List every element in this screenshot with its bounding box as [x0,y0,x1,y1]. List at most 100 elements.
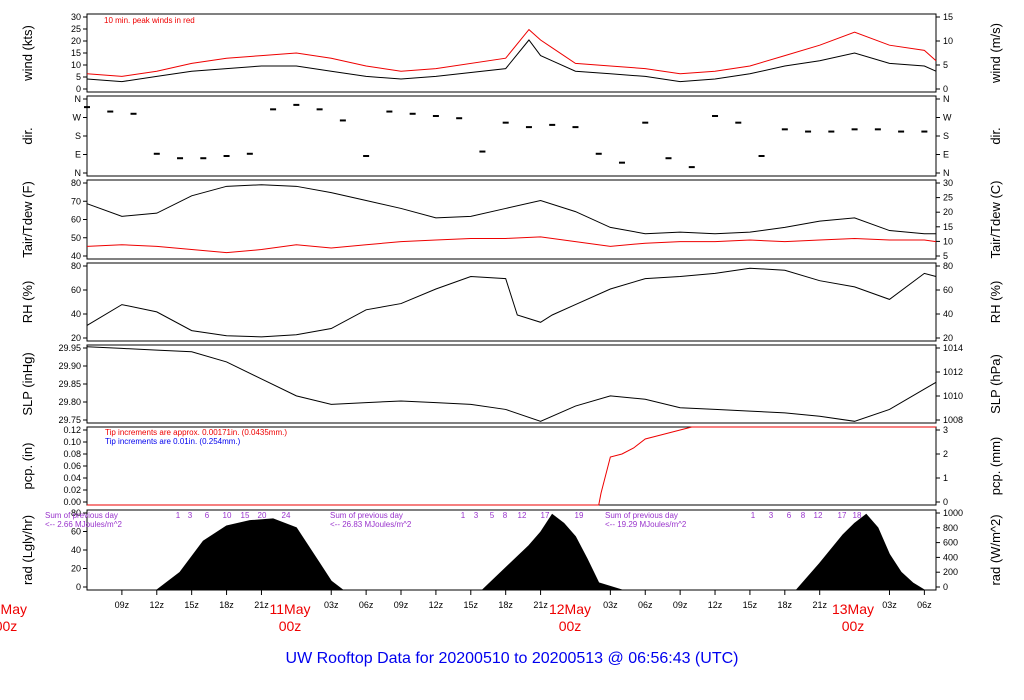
panel-frame-dir [86,95,937,177]
y2-axis-label-temp: Tair/Tdew (C) [988,180,1003,258]
rad-note-text: Sum of previous day [45,511,118,520]
x-tick-label: 12z [150,600,165,610]
rad-hour-label: 6 [787,511,792,520]
y-tick-label-dir: S [75,131,81,141]
y2-tick-label-rad: 800 [943,523,958,533]
y-tick-label-dir: W [73,113,82,123]
y-axis-label-dir: dir. [20,127,35,144]
y-tick-label-pcp: 0.04 [63,473,81,483]
y-tick-label-wind: 10 [71,60,81,70]
rad-hour-label: 3 [474,511,479,520]
day-hour-label: 00z [0,618,17,634]
dir-point [200,157,207,160]
dir-point [735,121,742,124]
y-tick-label-rh: 80 [71,261,81,271]
y2-tick-label-slp: 1008 [943,415,963,425]
y2-tick-label-wind: 15 [943,12,953,22]
y-axis-label-rh: RH (%) [20,281,35,324]
y-tick-label-rh: 60 [71,285,81,295]
series-line-pcp [87,426,936,506]
y-tick-label-rh: 40 [71,309,81,319]
y-tick-label-wind: 25 [71,24,81,34]
y-tick-label-rad: 60 [71,527,81,537]
rad-note-text: Sum of previous day [605,511,678,520]
dir-point [246,152,253,155]
series-line-wind [86,39,937,83]
y2-tick-label-dir: W [943,113,952,123]
pcp-note-blue: Tip increments are 0.01in. (0.254mm.) [105,437,241,446]
dir-point [618,161,625,164]
y2-tick-label-pcp: 3 [943,425,948,435]
y2-axis-label-pcp: pcp. (mm) [988,437,1003,496]
day-label: 10May [0,601,27,617]
panel-frame-wind [86,13,937,93]
dir-point [107,110,114,113]
dir-point [805,130,812,133]
day-label: 11May [270,601,311,617]
dir-point [363,155,370,157]
y-tick-label-pcp: 0.00 [63,497,81,507]
annotation-wind: 10 min. peak winds in red [104,16,195,25]
x-tick-label: 09z [115,600,130,610]
rad-hour-label: 3 [769,511,774,520]
y2-tick-label-rh: 80 [943,261,953,271]
y-tick-label-slp: 29.75 [58,415,81,425]
panel-frame-temp [86,179,937,260]
dir-point [270,108,277,111]
rad-hour-label: 6 [205,511,210,520]
series-line-temp [86,184,936,235]
y-tick-label-rad: 80 [71,508,81,518]
y-axis-label-rad: rad (Lgly/hr) [20,515,35,585]
y-tick-label-wind: 30 [71,12,81,22]
rad-hour-label: 17 [541,511,550,520]
y-axis-label-slp: SLP (inHg) [20,352,35,415]
dir-point [386,110,393,113]
dir-point [665,157,672,160]
dir-point [153,152,160,155]
day-hour-label: 00z [559,618,582,634]
dir-point [177,157,184,160]
y-tick-label-pcp: 0.10 [63,437,81,447]
y-tick-label-temp: 70 [71,196,81,206]
rad-note-value: <-- 19.29 MJoules/m^2 [605,520,687,529]
dir-point [479,150,486,153]
y-tick-label-wind: 15 [71,48,81,58]
x-tick-label: 15z [184,600,199,610]
dir-point [130,112,137,115]
x-tick-label: 21z [533,600,548,610]
y-tick-label-temp: 60 [71,215,81,225]
x-tick-label: 15z [464,600,479,610]
dir-point [828,130,835,133]
y-tick-label-temp: 50 [71,233,81,243]
dir-point [898,130,905,133]
x-tick-label: 09z [394,600,409,610]
rad-hour-label: 12 [518,511,527,520]
dir-point [549,123,556,126]
day-hour-label: 00z [279,618,302,634]
y2-tick-label-dir: N [943,168,950,178]
y2-tick-label-wind: 10 [943,36,953,46]
y-tick-label-dir: E [75,150,81,160]
y-axis-label-wind: wind (kts) [20,25,35,82]
series-line-wind [86,28,937,77]
pcp-note-red: Tip increments are approx. 0.00171in. (0… [105,428,287,437]
x-tick-label: 15z [743,600,758,610]
rad-hour-label: 8 [801,511,806,520]
y-tick-label-slp: 29.80 [58,397,81,407]
rad-hour-label: 1 [461,511,466,520]
y2-tick-label-temp: 30 [943,178,953,188]
y-tick-label-wind: 5 [76,72,81,82]
y2-tick-label-temp: 10 [943,236,953,246]
rad-note-text: Sum of previous day [330,511,403,520]
rad-hour-label: 15 [241,511,250,520]
rad-hour-label: 18 [853,511,862,520]
x-tick-label: 09z [673,600,688,610]
dir-point [758,155,765,157]
rad-area [155,518,345,591]
y-tick-label-pcp: 0.12 [63,425,81,435]
x-tick-label: 12z [429,600,444,610]
y2-tick-label-rad: 600 [943,538,958,548]
dir-point [712,115,719,117]
x-tick-label: 18z [778,600,793,610]
